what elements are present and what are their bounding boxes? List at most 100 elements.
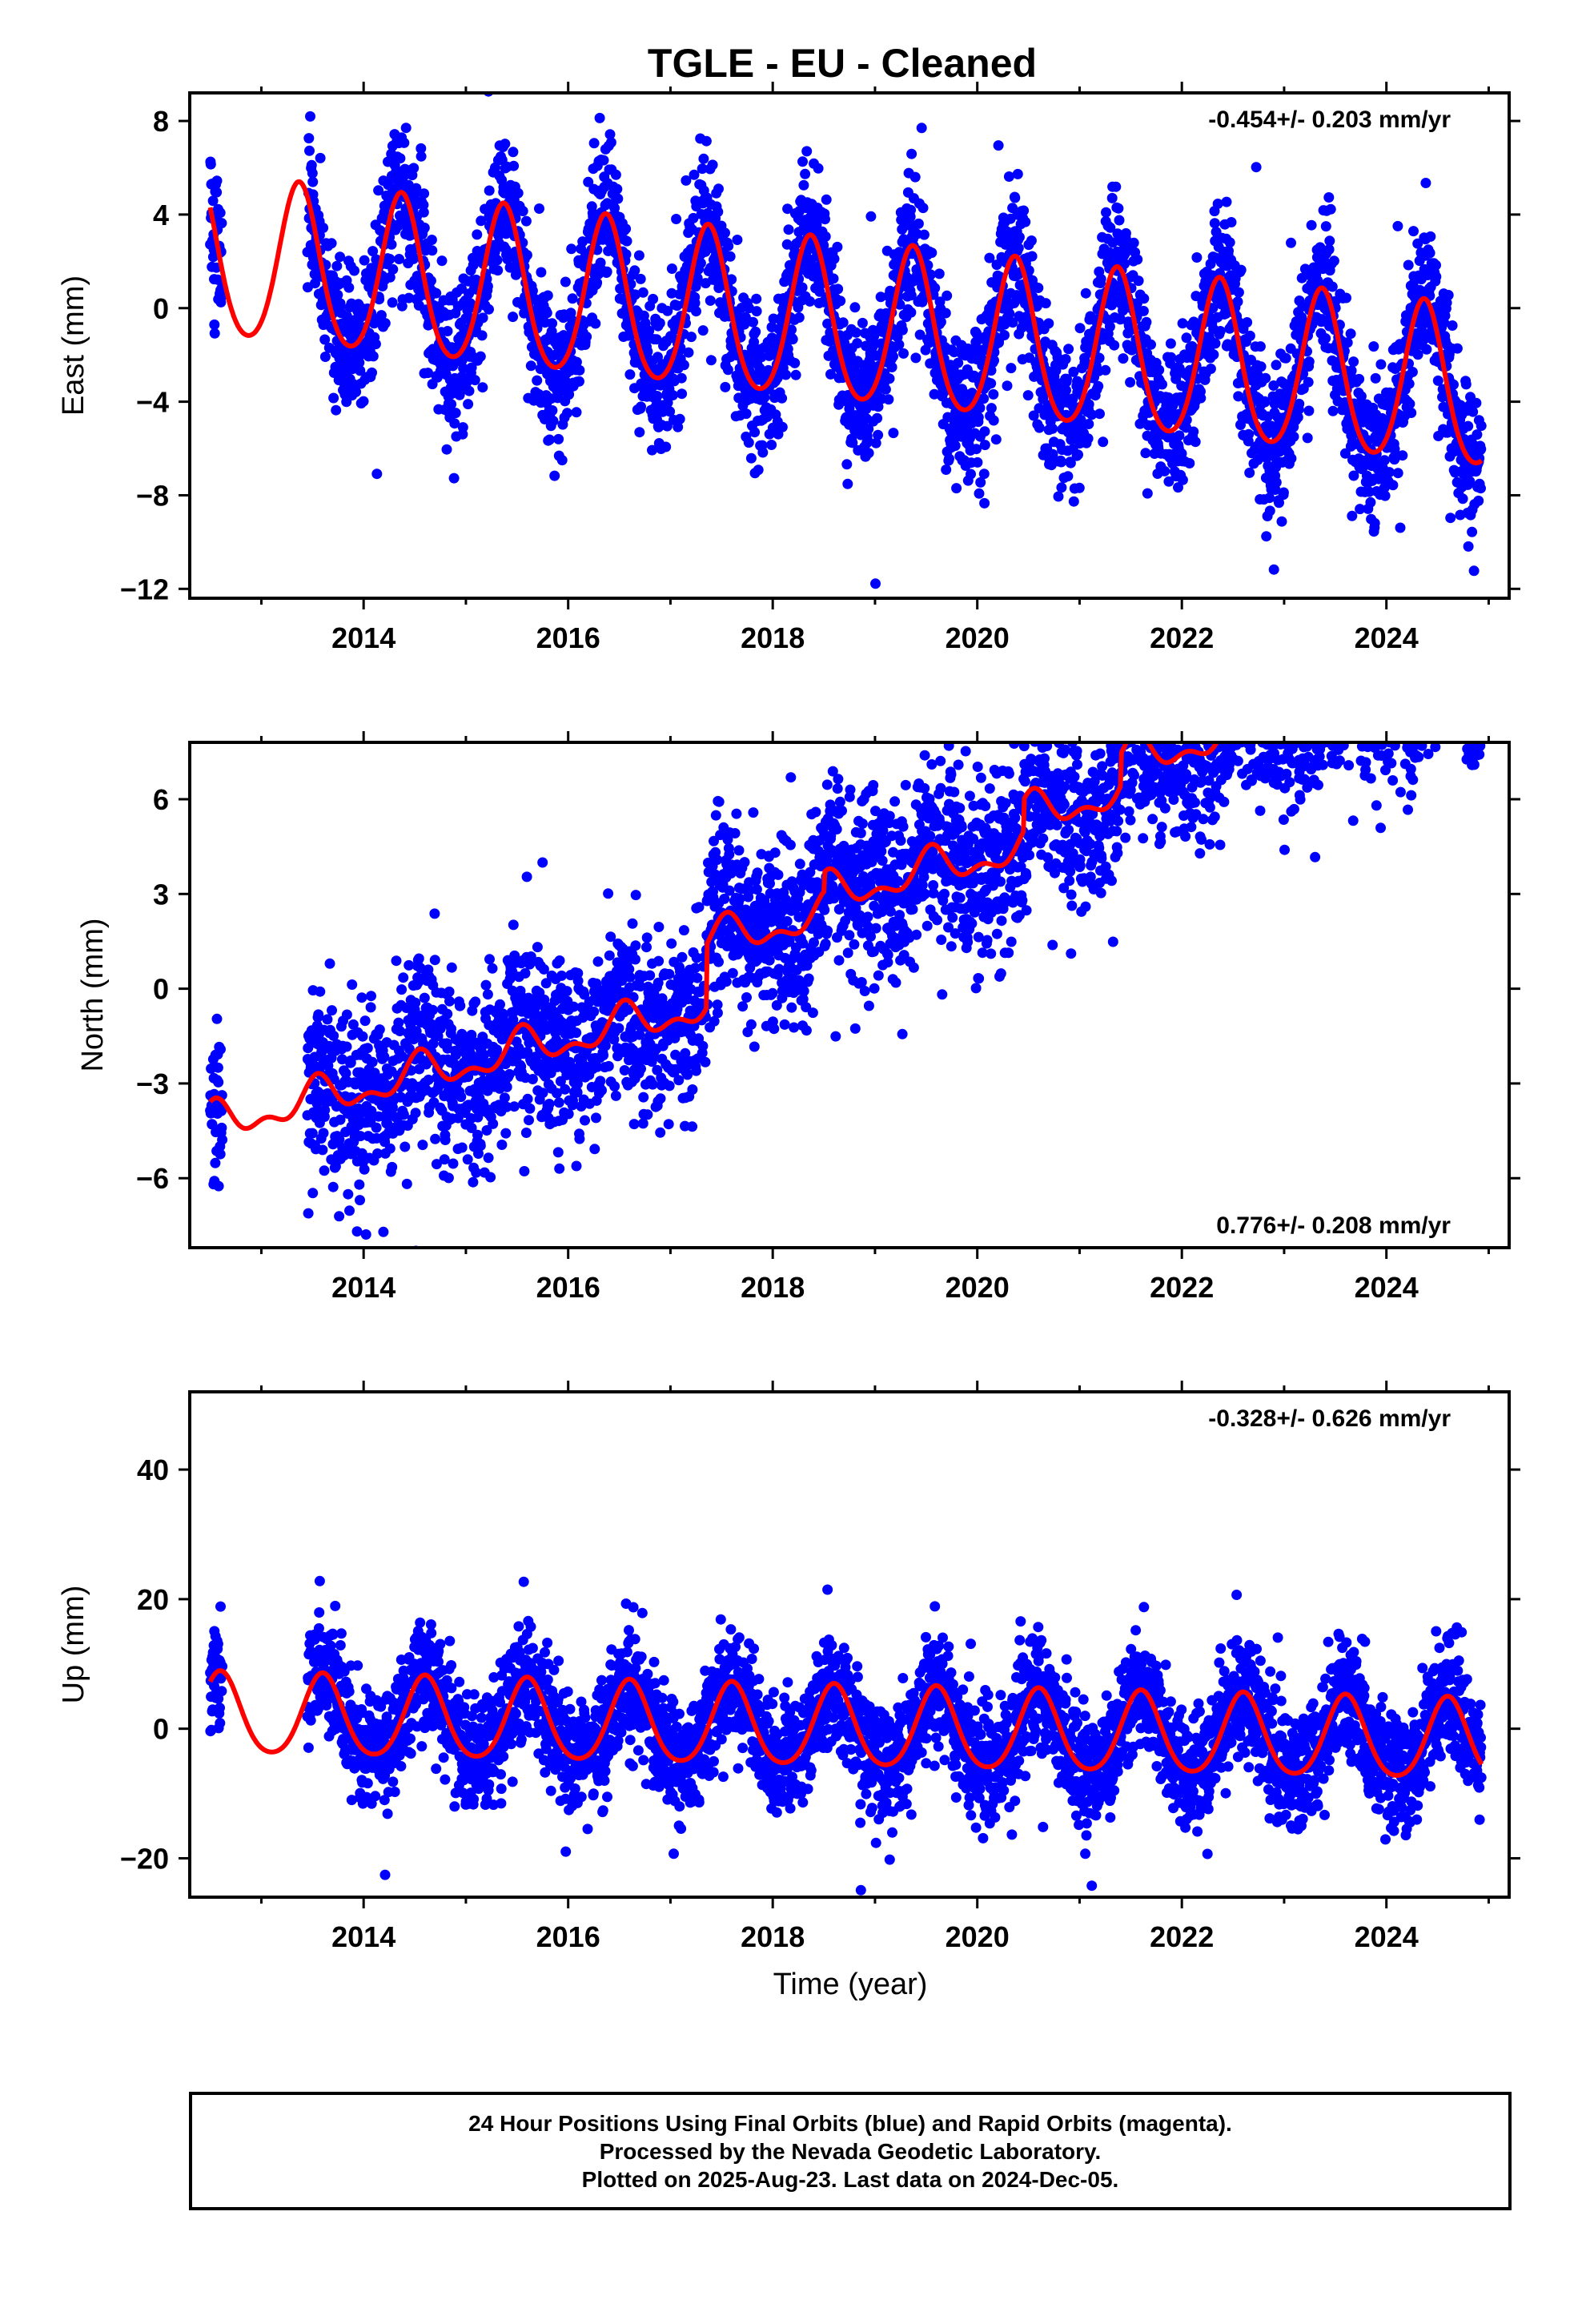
data-point — [1235, 264, 1247, 275]
data-point — [400, 123, 412, 134]
data-point — [916, 123, 927, 134]
data-point — [1251, 162, 1262, 173]
data-point — [1056, 482, 1067, 493]
data-point — [1226, 217, 1237, 227]
data-point — [413, 976, 424, 987]
data-point — [334, 1211, 345, 1222]
data-point — [1207, 303, 1219, 314]
data-point — [689, 297, 701, 308]
data-point — [508, 312, 519, 323]
data-point — [560, 276, 571, 287]
data-point — [496, 1140, 508, 1150]
data-point — [347, 979, 358, 990]
data-point — [1023, 265, 1034, 276]
data-point — [683, 347, 694, 358]
data-point — [571, 1160, 582, 1172]
data-point — [1113, 203, 1124, 214]
data-point — [444, 986, 455, 997]
data-point — [355, 1195, 365, 1206]
data-point — [468, 1176, 479, 1188]
data-point — [544, 434, 555, 445]
data-point — [318, 1128, 329, 1139]
data-point — [1431, 271, 1442, 282]
data-point — [925, 269, 936, 280]
data-point — [1392, 468, 1403, 479]
data-point — [847, 437, 858, 448]
data-point — [698, 153, 709, 164]
figure-title: TGLE - EU - Cleaned — [648, 41, 1037, 86]
data-point — [217, 1134, 228, 1145]
data-point — [1271, 360, 1282, 371]
data-point — [387, 263, 399, 275]
data-point — [524, 1103, 536, 1114]
data-point — [793, 312, 805, 323]
data-point — [629, 265, 640, 276]
data-point — [1383, 467, 1395, 478]
data-point — [215, 1148, 226, 1160]
data-point — [431, 287, 442, 299]
data-point — [537, 857, 548, 868]
data-point — [1354, 373, 1365, 384]
data-point — [580, 1115, 590, 1126]
data-point — [396, 984, 408, 995]
data-point — [456, 1142, 468, 1153]
data-point — [355, 1131, 366, 1142]
data-point — [999, 330, 1010, 340]
data-point — [671, 214, 682, 224]
data-point — [944, 453, 954, 464]
data-point — [537, 1088, 548, 1099]
rate-annotation: -0.454+/- 0.203 mm/yr — [1208, 107, 1451, 133]
data-point — [331, 260, 343, 271]
data-point — [1053, 491, 1064, 502]
data-point — [777, 392, 788, 404]
data-point — [637, 287, 648, 298]
data-point — [1288, 431, 1299, 442]
data-point — [1355, 391, 1367, 402]
data-point — [1138, 305, 1149, 316]
data-point — [419, 223, 430, 233]
data-point — [310, 278, 320, 289]
data-point — [319, 334, 331, 345]
data-point — [317, 1144, 328, 1156]
data-point — [583, 176, 594, 187]
data-point — [1260, 372, 1271, 384]
data-point — [521, 250, 532, 260]
data-point — [1476, 444, 1487, 455]
data-point — [666, 287, 677, 299]
data-point — [1120, 227, 1131, 239]
data-point — [439, 1154, 450, 1165]
fit-line — [207, 179, 1484, 466]
data-point — [863, 448, 874, 459]
data-point — [306, 159, 317, 171]
data-point — [633, 250, 644, 261]
data-point — [689, 169, 700, 180]
data-point — [328, 1030, 339, 1041]
data-point — [391, 955, 402, 967]
data-point — [473, 1148, 484, 1159]
data-point — [574, 1133, 585, 1144]
data-point — [336, 1054, 347, 1065]
data-point — [1406, 408, 1417, 418]
data-point — [517, 206, 528, 217]
data-point — [972, 456, 983, 468]
data-point — [1209, 218, 1220, 229]
data-point — [1341, 292, 1351, 304]
data-point — [463, 1072, 474, 1083]
data-point — [367, 246, 379, 257]
data-point — [212, 1062, 223, 1073]
data-point — [359, 1015, 371, 1027]
data-point — [408, 163, 420, 174]
data-point — [673, 421, 684, 432]
data-point — [207, 195, 219, 207]
data-point — [492, 255, 503, 266]
data-point — [418, 199, 429, 211]
data-point — [304, 145, 315, 156]
data-point — [1387, 480, 1399, 491]
data-point — [1026, 235, 1037, 246]
data-point — [1408, 226, 1419, 237]
data-point — [604, 129, 616, 140]
data-point — [789, 357, 801, 368]
data-point — [334, 1134, 345, 1145]
data-point — [1020, 216, 1031, 227]
data-point — [307, 1128, 318, 1139]
